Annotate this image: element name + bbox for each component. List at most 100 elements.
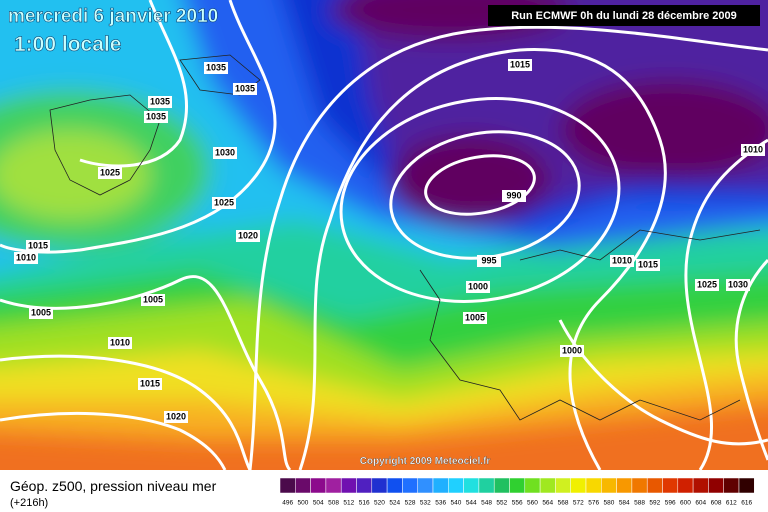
isobar-label-bg	[212, 197, 236, 209]
isobar-label-bg	[98, 167, 122, 179]
isobar-label: 1035	[235, 83, 255, 93]
scale-swatch	[356, 477, 373, 494]
copyright: Copyright 2009 Meteociel.fr	[360, 456, 491, 467]
legend-title: Géop. z500, pression niveau mer	[10, 478, 217, 494]
isobar-label: 1005	[143, 294, 163, 304]
isobar-label-bg	[204, 62, 228, 74]
isobar-label: 1030	[728, 279, 748, 289]
isobar-label-bg	[508, 59, 532, 71]
scale-label: 608	[711, 500, 722, 507]
scale-label: 552	[496, 500, 507, 507]
scale-label: 584	[619, 500, 630, 507]
isobar-label: 1015	[140, 378, 160, 388]
isobar-label-bg	[26, 240, 50, 252]
isobar-label-bg	[463, 312, 487, 324]
scale-label: 528	[405, 500, 416, 507]
scale-label: 556	[512, 500, 523, 507]
isobar-label-bg	[726, 279, 750, 291]
scale-label: 604	[695, 500, 706, 507]
isobar-label-bg	[636, 259, 660, 271]
scale-swatch	[325, 477, 342, 494]
isobar-label: 1010	[743, 144, 763, 154]
scale-swatch	[692, 477, 709, 494]
scale-label: 532	[420, 500, 431, 507]
scale-label: 508	[328, 500, 339, 507]
isobar-label-bg	[29, 307, 53, 319]
scale-swatch	[539, 477, 556, 494]
scale-swatch	[432, 477, 449, 494]
scale-label: 600	[680, 500, 691, 507]
scale-label: 576	[588, 500, 599, 507]
isobar-label: 1010	[612, 255, 632, 265]
scale-swatch	[279, 477, 296, 494]
coastlines	[49, 54, 761, 421]
scale-swatch	[585, 477, 602, 494]
scale-swatch	[493, 477, 510, 494]
isobar-label-bg	[236, 230, 260, 242]
scale-swatch	[402, 477, 418, 494]
scale-label: 504	[313, 500, 324, 507]
isobar-label-bg	[233, 83, 257, 95]
color-scale: 496 500 504 508 512 516 520 524 528 532 536 540 544 5…	[279, 477, 755, 507]
scale-swatch	[340, 477, 357, 494]
scale-swatch	[417, 477, 434, 494]
lead-time: (+216h)	[10, 497, 48, 509]
scale-swatch	[386, 477, 403, 494]
scale-swatch	[723, 477, 740, 494]
isobar-label: 1020	[238, 230, 258, 240]
scale-swatch	[555, 477, 571, 494]
scale-label: 540	[451, 500, 462, 507]
scale-label: 568	[558, 500, 569, 507]
map-area: 1035 1035 1035 1035 1030 1025 1025 1020 1015 1010…	[0, 0, 768, 470]
scale-swatch	[616, 477, 633, 494]
scale-label: 520	[374, 500, 385, 507]
isobar-label: 1030	[215, 147, 235, 157]
isobar-label: 1015	[510, 59, 530, 69]
scale-label: 560	[527, 500, 538, 507]
scale-swatch	[631, 477, 648, 494]
isobar-label-bg	[477, 255, 501, 267]
isobar-label: 1015	[28, 240, 48, 250]
isobar-label-bg	[466, 281, 490, 293]
scale-label: 544	[466, 500, 477, 507]
isobar-label: 990	[506, 190, 521, 200]
scale-swatch	[371, 477, 388, 494]
isobar-label: 1025	[214, 197, 234, 207]
scale-swatch	[738, 477, 755, 494]
isobar-label: 1020	[166, 411, 186, 421]
forecast-date: mercredi 6 janvier 2010	[8, 6, 218, 27]
scale-label: 580	[604, 500, 615, 507]
isobar-label: 1010	[110, 337, 130, 347]
isobar-label-bg	[141, 294, 165, 306]
scale-label: 616	[741, 500, 752, 507]
isobar-label: 1005	[465, 312, 485, 322]
scale-label: 536	[435, 500, 446, 507]
isobar-label-bg	[502, 190, 526, 202]
isobar-label: 1035	[150, 96, 170, 106]
isobar-label-bg	[14, 252, 38, 264]
scale-label: 512	[343, 500, 354, 507]
isobar-label-bg	[148, 96, 172, 108]
scale-swatch	[448, 477, 464, 494]
isobar-label: 1000	[562, 345, 582, 355]
isobar-label: 1025	[100, 167, 120, 177]
isobar-label: 1015	[638, 259, 658, 269]
isobar-label-bg	[138, 378, 162, 390]
isobar-label-bg	[108, 337, 132, 349]
scale-swatch	[524, 477, 541, 494]
run-info: Run ECMWF 0h du lundi 28 décembre 2009	[511, 10, 737, 22]
isobar-label-bg	[144, 111, 168, 123]
isobar-label-bg	[695, 279, 719, 291]
scale-swatch	[708, 477, 724, 494]
isobar-label: 1035	[206, 62, 226, 72]
isobar-label: 1035	[146, 111, 166, 121]
scale-swatch	[463, 477, 480, 494]
isobar-label: 1010	[16, 252, 36, 262]
isobar-label-bg	[213, 147, 237, 159]
isobar-label: 995	[481, 255, 496, 265]
scale-label: 548	[481, 500, 492, 507]
isobar-label-bg	[164, 411, 188, 423]
scale-label: 592	[649, 500, 660, 507]
scale-swatch	[677, 477, 694, 494]
